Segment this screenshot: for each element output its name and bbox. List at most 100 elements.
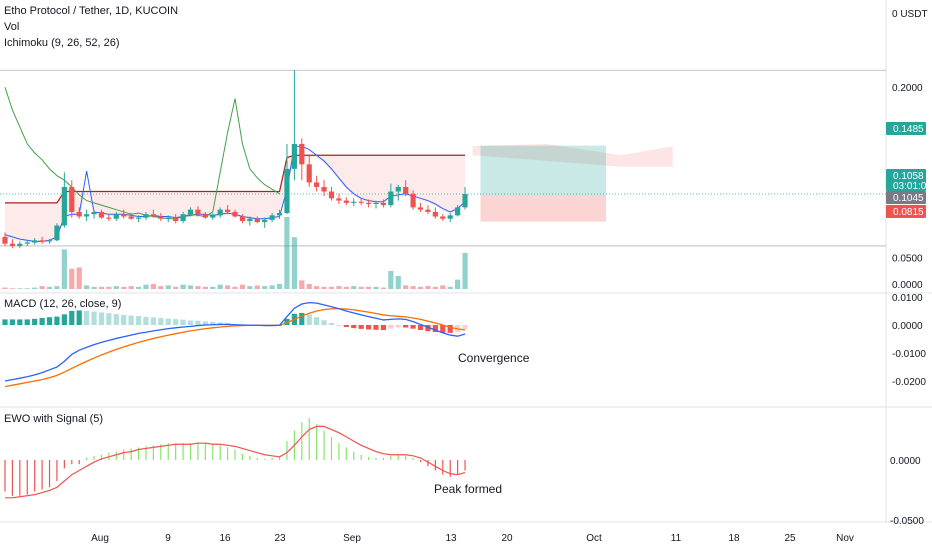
volume-bar — [135, 286, 142, 289]
price-tag-text: 0.1045 — [893, 193, 924, 204]
volume-bar — [284, 217, 290, 289]
ewo-bar — [434, 460, 436, 471]
volume-bar — [91, 286, 97, 289]
ewo-bar — [301, 422, 303, 460]
candle-body — [388, 191, 394, 206]
macd-histogram-bar — [84, 311, 90, 325]
macd-tick: -0.0200 — [892, 377, 926, 388]
candle-body — [158, 216, 164, 219]
price-tag — [886, 122, 926, 135]
legend-macd[interactable]: MACD (12, 26, close, 9) — [4, 298, 122, 310]
volume-bar — [24, 288, 30, 289]
price-tick: 0.0500 — [892, 253, 923, 264]
cloud-lead-area — [472, 143, 673, 167]
position-target-zone — [480, 145, 607, 196]
volume-bar — [403, 285, 409, 289]
time-axis-label: 20 — [501, 533, 513, 544]
ewo-bar — [264, 458, 266, 460]
volume-bar — [195, 286, 201, 289]
volume-bar — [121, 286, 127, 289]
price-tag — [886, 169, 926, 191]
volume-bar — [336, 286, 342, 289]
candle-body — [299, 143, 305, 165]
macd-histogram-bar — [351, 325, 357, 329]
candle-body — [284, 168, 290, 214]
volume-bar — [432, 286, 438, 289]
ewo-bar — [353, 451, 355, 460]
ewo-bar — [367, 456, 370, 460]
price-tag — [886, 191, 926, 204]
candle-body — [195, 209, 201, 215]
volume-bar — [447, 286, 453, 289]
candle-body — [54, 225, 60, 241]
macd-histogram-bar — [113, 314, 119, 325]
volume-bar — [306, 283, 312, 289]
candle-body — [380, 202, 387, 206]
volume-bar — [150, 283, 156, 289]
chart-title[interactable]: Etho Protocol / Tether, 1D, KUCOIN — [4, 5, 179, 17]
volume-bar — [106, 286, 112, 289]
volume-bar — [39, 286, 45, 289]
volume-bar — [365, 286, 372, 289]
ewo-bar — [316, 424, 318, 460]
ewo-bar — [412, 457, 414, 460]
volume-bar — [358, 286, 364, 289]
macd-histogram-bar — [210, 321, 216, 325]
candle-body — [128, 216, 134, 219]
macd-histogram-bar — [358, 325, 364, 329]
candle-body — [187, 209, 194, 215]
volume-tick: 0.0000 — [892, 280, 923, 291]
legend-ewo[interactable]: EWO with Signal (5) — [4, 413, 104, 425]
volume-bar — [9, 288, 16, 289]
ewo-bar — [405, 455, 407, 460]
macd-histogram-bar — [158, 318, 164, 325]
volume-bar — [417, 286, 424, 289]
macd-histogram-bar — [150, 317, 156, 325]
volume-bar — [225, 285, 231, 289]
ewo-bar — [34, 460, 36, 492]
volume-bar — [158, 286, 164, 289]
ewo-bar — [11, 460, 14, 496]
ewo-tick: -0.0500 — [890, 516, 924, 527]
ewo-bar — [234, 449, 236, 460]
candle-body — [217, 209, 223, 216]
macd-histogram-bar — [39, 318, 45, 325]
legend-ichimoku[interactable]: Ichimoku (9, 26, 52, 26) — [4, 37, 120, 49]
volume-bar — [32, 287, 38, 289]
macd-histogram-bar — [9, 319, 16, 325]
time-axis-label: 11 — [671, 533, 682, 544]
ewo-bar — [175, 443, 177, 460]
candle-body — [276, 213, 283, 216]
ewo-bar — [360, 454, 362, 460]
volume-bar — [239, 284, 246, 289]
ewo-bar — [256, 457, 258, 460]
legend-vol[interactable]: Vol — [4, 21, 20, 33]
ewo-bar — [375, 457, 377, 460]
volume-bar — [143, 284, 149, 289]
candle-body — [24, 242, 30, 244]
price-tag-text: 0.0815 — [893, 207, 924, 218]
macd-signal-line — [4, 308, 466, 388]
volume-bar — [180, 284, 186, 289]
macd-histogram-bar — [440, 325, 446, 333]
ewo-bar — [397, 454, 399, 460]
macd-pane — [2, 301, 468, 388]
macd-histogram-bar — [284, 318, 290, 325]
candle-body — [321, 186, 327, 192]
position-stop-zone — [480, 195, 607, 222]
macd-line — [4, 301, 466, 382]
volume-bar — [2, 287, 8, 289]
candle-body — [455, 207, 461, 216]
ewo-bar — [330, 436, 333, 460]
time-axis-label: 9 — [165, 533, 171, 544]
macd-histogram-bar — [165, 318, 171, 325]
long-position-tool[interactable] — [480, 145, 607, 222]
volume-bar — [321, 286, 327, 289]
volume-bar — [84, 285, 90, 289]
macd-tick: 0.0100 — [892, 293, 923, 304]
macd-histogram-bar — [195, 320, 201, 325]
candle-body — [113, 214, 119, 219]
volume-bar — [425, 286, 431, 289]
volume-bar — [247, 286, 253, 289]
